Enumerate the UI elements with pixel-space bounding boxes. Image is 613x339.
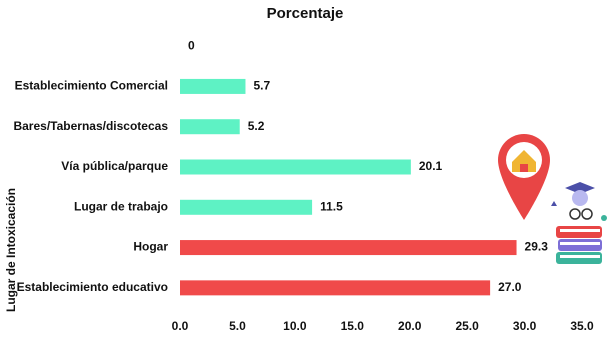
x-tick-label: 0.0 [172,319,189,333]
value-label: 27.0 [498,280,522,294]
chart-title: Porcentaje [267,5,344,22]
illustration [498,134,607,264]
x-tick-label: 10.0 [283,319,307,333]
y-tick-label: Vía pública/parque [61,159,168,173]
y-tick-label: Lugar de trabajo [74,199,168,213]
x-tick-label: 25.0 [455,319,479,333]
x-tick-label: 35.0 [570,319,594,333]
y-tick-label: Hogar [133,240,168,254]
value-label: 5.2 [248,119,265,133]
bar [180,199,313,215]
x-tick-label: 5.0 [229,319,246,333]
y-tick-label: Establecimiento Comercial [15,79,168,93]
bar [180,78,246,94]
value-label: 20.1 [419,159,443,173]
y-tick-label: Establecimiento educativo [17,280,168,294]
y-tick-label: Bares/Tabernas/discotecas [13,119,168,133]
bar [180,119,240,135]
value-label: 0 [188,38,195,52]
bar [180,280,491,296]
value-label: 11.5 [320,199,343,213]
x-tick-label: 30.0 [513,319,537,333]
bar [180,240,517,256]
x-tick-label: 20.0 [398,319,422,333]
bar [180,159,411,175]
value-label: 29.3 [525,240,549,254]
x-tick-label: 15.0 [341,319,365,333]
y-axis-label: Lugar de Intoxicación [4,188,18,312]
value-label: 5.7 [253,79,270,93]
